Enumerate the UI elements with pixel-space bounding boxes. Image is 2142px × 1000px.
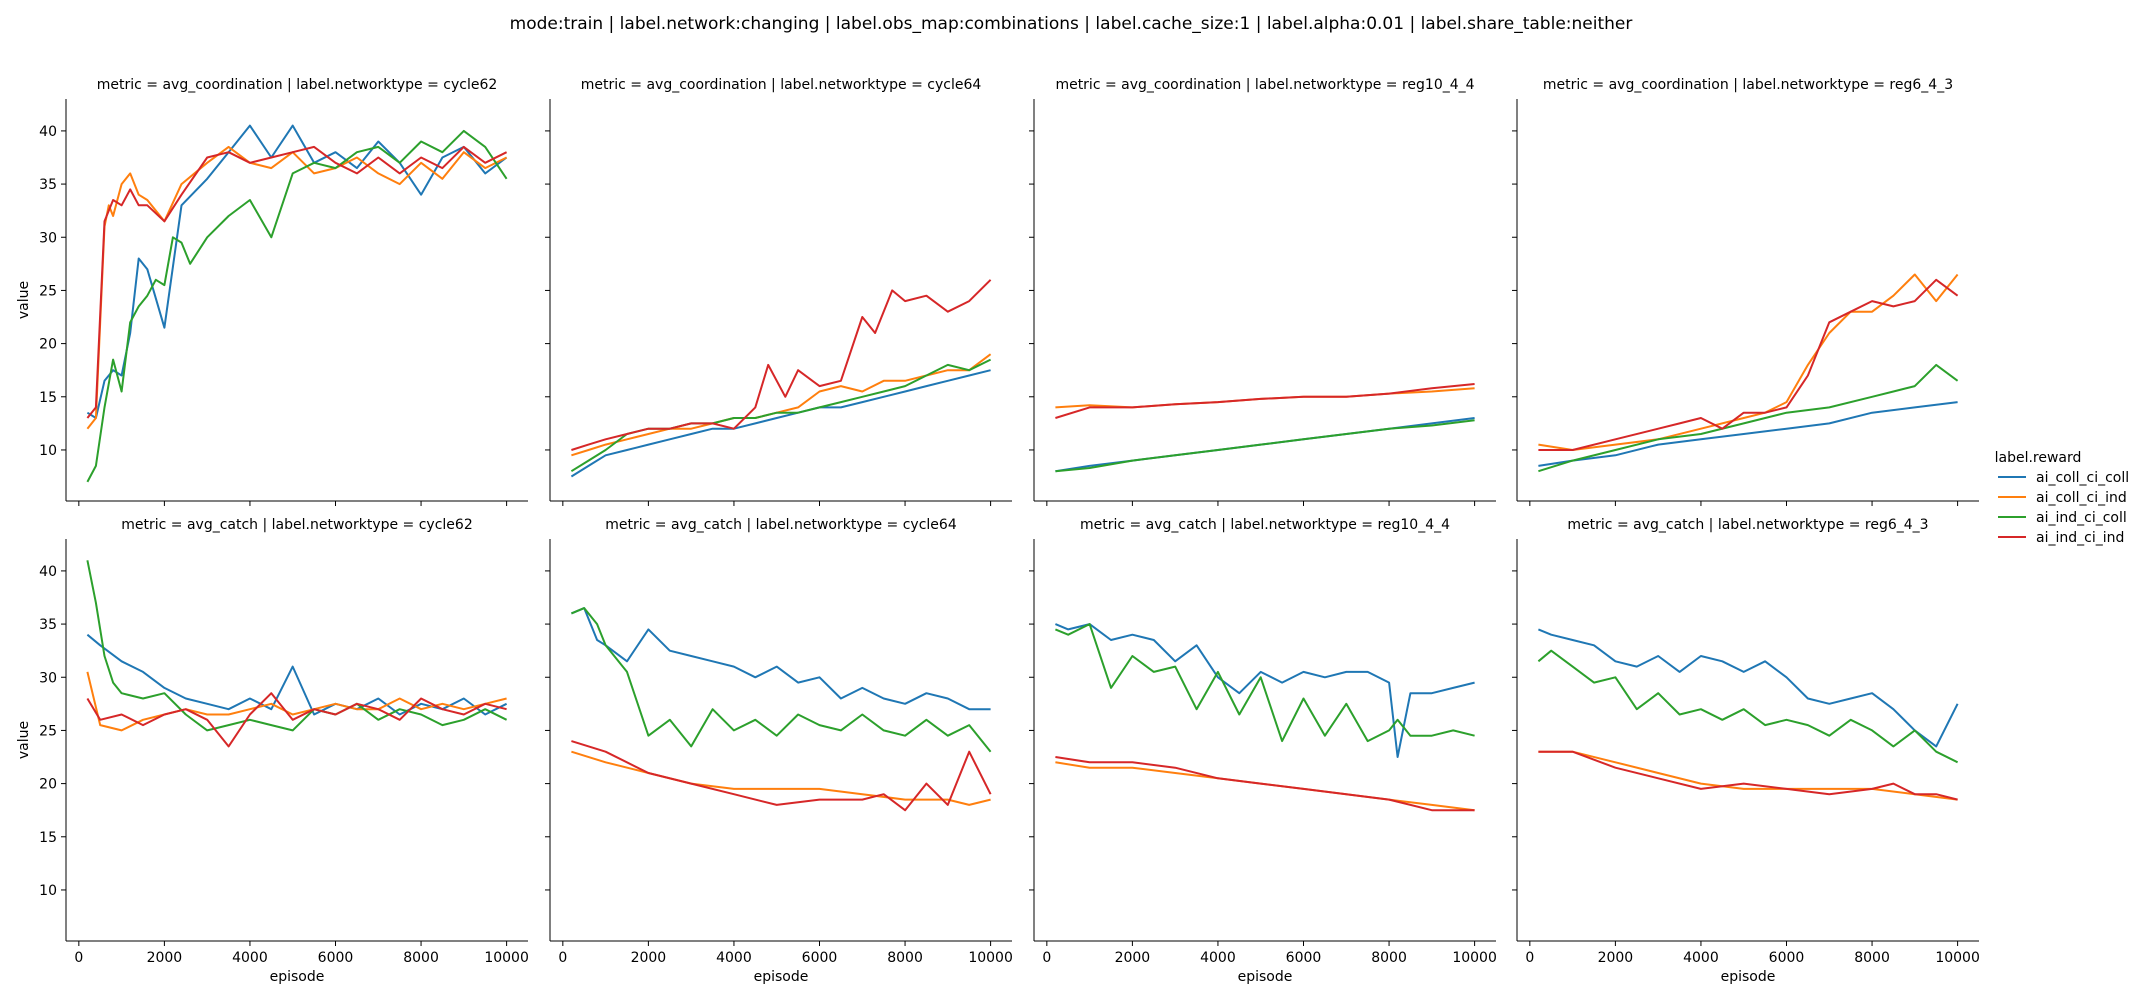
panel-4: metric = avg_coordination | label.networ… [1512, 77, 1979, 506]
x-tick-label: 6000 [802, 950, 838, 966]
legend-title: label.reward [1995, 450, 2082, 466]
x-tick-label: 8000 [403, 950, 439, 966]
x-tick-label: 10000 [1935, 950, 1980, 966]
x-tick-label: 6000 [318, 950, 354, 966]
series-line-ai_ind_ci_ind [1055, 383, 1475, 419]
x-tick-label: 4000 [716, 950, 752, 966]
series-line-ai_ind_ci_coll [1055, 419, 1475, 473]
y-tick-label: 20 [39, 777, 57, 793]
x-axis-label: episode [1238, 969, 1293, 985]
series-line-ai_ind_ci_coll [1055, 623, 1475, 743]
panel-7: metric = avg_catch | label.networktype =… [1029, 517, 1497, 985]
series-line-ai_coll_ci_coll [1055, 623, 1475, 758]
series-line-ai_coll_ci_ind [1538, 750, 1958, 801]
x-axis-label: episode [754, 969, 809, 985]
x-tick-label: 4000 [1200, 950, 1236, 966]
panel-title: metric = avg_coordination | label.networ… [581, 77, 982, 93]
x-tick-label: 0 [1042, 950, 1051, 966]
panel-3: metric = avg_coordination | label.networ… [1029, 77, 1496, 506]
x-tick-label: 4000 [1683, 950, 1719, 966]
y-tick-label: 35 [39, 617, 57, 633]
panel-title: metric = avg_catch | label.networktype =… [1080, 517, 1450, 533]
panel-8: metric = avg_catch | label.networktype =… [1512, 517, 1980, 985]
y-tick-label: 10 [39, 883, 57, 899]
x-axis-label: episode [1721, 969, 1776, 985]
panel-title: metric = avg_coordination | label.networ… [97, 77, 498, 93]
x-tick-label: 2000 [147, 950, 183, 966]
series-line-ai_coll_ci_coll [571, 607, 991, 711]
x-tick-label: 8000 [887, 950, 923, 966]
x-tick-label: 10000 [484, 950, 529, 966]
panel-title: metric = avg_catch | label.networktype =… [1567, 517, 1928, 533]
series-line-ai_ind_ci_coll [571, 607, 992, 753]
y-tick-label: 10 [39, 443, 57, 459]
y-tick-label: 30 [39, 230, 57, 246]
series-line-ai_ind_ci_ind [571, 279, 992, 451]
y-axis-label: value [16, 281, 32, 319]
y-tick-label: 35 [39, 177, 57, 193]
series-line-ai_coll_ci_ind [571, 750, 991, 806]
x-tick-label: 6000 [1769, 950, 1805, 966]
panel-1: metric = avg_coordination | label.networ… [16, 77, 528, 506]
x-tick-label: 10000 [1452, 950, 1497, 966]
x-tick-label: 10000 [968, 950, 1013, 966]
x-tick-label: 0 [1525, 950, 1534, 966]
legend-label: ai_coll_ci_coll [2036, 470, 2129, 486]
x-tick-label: 4000 [232, 950, 268, 966]
x-axis-label: episode [270, 969, 325, 985]
series-line-ai_ind_ci_coll [570, 358, 992, 473]
y-tick-label: 15 [39, 830, 57, 846]
y-tick-label: 15 [39, 390, 57, 406]
series-line-ai_coll_ci_coll [86, 124, 508, 419]
x-tick-label: 2000 [631, 950, 667, 966]
series-line-ai_coll_ci_coll [570, 369, 991, 478]
y-axis-label: value [16, 721, 32, 759]
series-line-ai_coll_ci_ind [571, 353, 992, 457]
legend: label.reward ai_coll_ci_coll ai_coll_ci_in… [1995, 450, 2130, 546]
x-tick-label: 0 [74, 950, 83, 966]
x-tick-label: 0 [558, 950, 567, 966]
series-line-ai_ind_ci_coll [86, 560, 508, 732]
y-tick-label: 25 [39, 283, 57, 299]
series-line-ai_ind_ci_ind [86, 145, 508, 419]
panel-title: metric = avg_coordination | label.networ… [1055, 77, 1474, 93]
x-tick-label: 2000 [1598, 950, 1634, 966]
series-line-ai_ind_ci_ind [86, 692, 507, 748]
x-tick-label: 6000 [1286, 950, 1322, 966]
y-tick-label: 30 [39, 670, 57, 686]
legend-label: ai_coll_ci_ind [2036, 490, 2127, 506]
series-line-ai_ind_ci_coll [1537, 649, 1959, 764]
series-line-ai_coll_ci_coll [86, 633, 508, 716]
panel-2: metric = avg_coordination | label.networ… [545, 77, 1012, 506]
x-tick-label: 8000 [1854, 950, 1890, 966]
legend-label: ai_ind_ci_coll [2036, 510, 2127, 526]
figure-title: mode:train | label.network:changing | la… [509, 14, 1633, 34]
x-tick-label: 8000 [1371, 950, 1407, 966]
y-tick-label: 20 [39, 337, 57, 353]
legend-label: ai_ind_ci_ind [2036, 530, 2124, 546]
y-tick-label: 40 [39, 564, 57, 580]
panel-5: metric = avg_catch | label.networktype =… [16, 517, 529, 985]
series-line-ai_coll_ci_coll [1538, 628, 1959, 748]
series-line-ai_ind_ci_coll [1538, 363, 1959, 473]
series-line-ai_ind_ci_ind [571, 740, 992, 812]
y-tick-label: 25 [39, 723, 57, 739]
panel-title: metric = avg_catch | label.networktype =… [121, 517, 472, 533]
series-line-ai_ind_ci_ind [1538, 750, 1958, 801]
panel-title: metric = avg_coordination | label.networ… [1543, 77, 1953, 93]
series-line-ai_ind_ci_ind [1538, 278, 1959, 451]
panel-title: metric = avg_catch | label.networktype =… [605, 517, 957, 533]
series-line-ai_ind_ci_coll [86, 129, 508, 483]
panel-6: metric = avg_catch | label.networktype =… [545, 517, 1013, 985]
series-line-ai_coll_ci_coll [1538, 401, 1958, 467]
series-line-ai_ind_ci_ind [1055, 756, 1475, 812]
y-tick-label: 40 [39, 124, 57, 140]
series-line-ai_coll_ci_ind [1538, 273, 1959, 451]
x-tick-label: 2000 [1115, 950, 1151, 966]
series-line-ai_coll_ci_ind [1055, 761, 1475, 812]
series-line-ai_coll_ci_ind [86, 145, 508, 430]
